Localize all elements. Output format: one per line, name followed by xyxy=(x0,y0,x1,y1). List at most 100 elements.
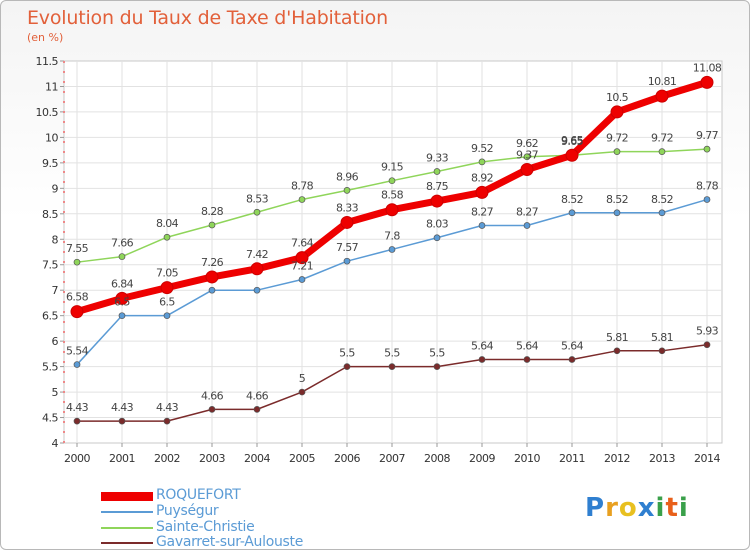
value-label-puys-gur: 6.5 xyxy=(114,296,130,309)
data-point-roquefort xyxy=(700,75,714,89)
data-point-sainte-christie xyxy=(613,148,621,156)
x-tick-label: 2004 xyxy=(244,452,270,465)
value-label-puys-gur: 7.21 xyxy=(291,260,313,273)
value-label-sainte-christie: 8.78 xyxy=(291,180,314,193)
data-point-puys-gur xyxy=(343,257,351,265)
data-point-gavarret-sur-aulouste xyxy=(523,356,531,363)
data-point-roquefort xyxy=(70,305,84,319)
x-tick-label: 2003 xyxy=(199,452,225,465)
y-tick-label: 5 xyxy=(52,386,59,399)
value-label-gavarret-sur-aulouste: 4.66 xyxy=(201,389,224,402)
value-label-sainte-christie: 9.77 xyxy=(696,129,719,142)
x-tick-label: 2012 xyxy=(604,452,630,465)
data-point-puys-gur xyxy=(613,209,621,217)
value-label-roquefort: 9.37 xyxy=(516,148,539,161)
value-label-roquefort: 6.58 xyxy=(66,291,89,304)
value-label-roquefort: 7.42 xyxy=(246,248,268,261)
data-point-gavarret-sur-aulouste xyxy=(163,417,171,425)
y-tick-label: 7.5 xyxy=(42,259,58,272)
logo-letter: o xyxy=(618,493,638,523)
data-point-gavarret-sur-aulouste xyxy=(568,356,576,363)
value-label-gavarret-sur-aulouste: 5.5 xyxy=(429,347,445,360)
x-tick-label: 2009 xyxy=(469,452,495,465)
value-label-gavarret-sur-aulouste: 4.66 xyxy=(246,389,269,402)
data-point-roquefort xyxy=(520,162,534,176)
data-point-sainte-christie xyxy=(388,177,396,185)
value-label-sainte-christie: 8.28 xyxy=(201,205,224,218)
data-point-gavarret-sur-aulouste xyxy=(253,406,261,413)
y-tick-label: 9 xyxy=(52,182,59,195)
x-tick-label: 2011 xyxy=(559,452,585,465)
logo-letter: r xyxy=(605,493,619,523)
data-point-roquefort xyxy=(565,148,579,162)
value-label-puys-gur: 8.52 xyxy=(606,193,628,206)
value-label-puys-gur: 5.54 xyxy=(66,345,89,358)
data-point-sainte-christie xyxy=(118,253,126,260)
data-point-roquefort xyxy=(250,262,264,276)
data-point-gavarret-sur-aulouste xyxy=(388,363,396,370)
value-label-sainte-christie: 9.62 xyxy=(516,137,538,150)
data-point-gavarret-sur-aulouste xyxy=(118,417,126,425)
x-tick-label: 2007 xyxy=(379,452,405,465)
data-point-roquefort xyxy=(205,270,219,284)
data-point-roquefort xyxy=(340,215,354,229)
value-label-gavarret-sur-aulouste: 5.5 xyxy=(384,347,400,360)
data-point-roquefort xyxy=(610,105,624,119)
value-label-gavarret-sur-aulouste: 5.81 xyxy=(651,331,673,344)
data-point-puys-gur xyxy=(658,209,666,217)
chart-title: Evolution du Taux de Taxe d'Habitation xyxy=(27,7,388,29)
data-point-roquefort xyxy=(115,291,129,305)
logo-letter: t xyxy=(665,493,679,523)
value-label-puys-gur: 7.8 xyxy=(384,229,400,242)
legend-label-gavarret: Gavarret-sur-Aulouste xyxy=(156,534,304,550)
data-point-sainte-christie xyxy=(658,148,666,156)
value-label-gavarret-sur-aulouste: 5.5 xyxy=(339,347,355,360)
legend-label-puysegur: Puységur xyxy=(156,503,219,519)
value-label-roquefort: 7.05 xyxy=(156,267,179,280)
data-point-puys-gur xyxy=(478,222,486,229)
data-point-gavarret-sur-aulouste xyxy=(478,356,486,363)
legend-swatch-roquefort xyxy=(101,492,153,501)
x-tick-label: 2002 xyxy=(154,452,180,465)
x-tick-label: 2014 xyxy=(694,452,720,465)
value-label-gavarret-sur-aulouste: 5.64 xyxy=(561,339,584,352)
y-tick-label: 4 xyxy=(52,437,59,450)
value-label-puys-gur: 8.03 xyxy=(426,218,449,231)
logo-letter: P xyxy=(585,493,606,523)
legend-swatch-puysegur xyxy=(101,511,153,513)
value-label-sainte-christie: 9.33 xyxy=(426,152,449,165)
value-label-gavarret-sur-aulouste: 4.43 xyxy=(66,401,89,414)
x-tick-label: 2013 xyxy=(649,452,675,465)
y-tick-label: 6 xyxy=(52,335,59,348)
value-label-sainte-christie: 8.04 xyxy=(156,217,179,230)
value-label-puys-gur: 8.27 xyxy=(471,206,494,219)
value-label-roquefort: 8.33 xyxy=(336,201,359,214)
data-point-gavarret-sur-aulouste xyxy=(73,417,81,425)
y-tick-label: 6.5 xyxy=(42,310,58,323)
data-point-roquefort xyxy=(385,203,399,217)
y-tick-label: 5.5 xyxy=(42,361,58,374)
y-axis: 4 4.5 5 5.5 6 6.5 7 7.5 8 8.5 9 9.5 10 10.5 11 11.5 xyxy=(36,55,65,450)
data-point-puys-gur xyxy=(523,222,531,229)
data-point-sainte-christie xyxy=(163,233,171,241)
data-point-puys-gur xyxy=(253,286,261,294)
data-point-puys-gur xyxy=(208,286,216,294)
value-label-gavarret-sur-aulouste: 5.93 xyxy=(696,325,719,338)
y-tick-label: 7 xyxy=(52,284,59,297)
data-point-puys-gur xyxy=(388,246,396,253)
data-point-gavarret-sur-aulouste xyxy=(298,388,306,396)
y-tick-label: 9.5 xyxy=(42,157,58,170)
data-point-roquefort xyxy=(160,281,174,295)
y-tick-label: 11 xyxy=(45,80,58,93)
value-label-sainte-christie: 9.72 xyxy=(606,132,628,145)
value-label-sainte-christie: 9.15 xyxy=(381,161,404,174)
value-label-puys-gur: 8.27 xyxy=(516,206,539,219)
proxiti-logo: Proxiti xyxy=(585,493,689,523)
data-point-gavarret-sur-aulouste xyxy=(208,406,216,413)
data-point-roquefort xyxy=(430,194,444,208)
value-label-roquefort: 7.26 xyxy=(201,256,224,269)
y-unit-label: (en %) xyxy=(27,31,64,44)
logo-letter: i xyxy=(678,493,689,523)
